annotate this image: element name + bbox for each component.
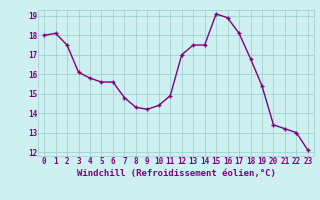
X-axis label: Windchill (Refroidissement éolien,°C): Windchill (Refroidissement éolien,°C)	[76, 169, 276, 178]
